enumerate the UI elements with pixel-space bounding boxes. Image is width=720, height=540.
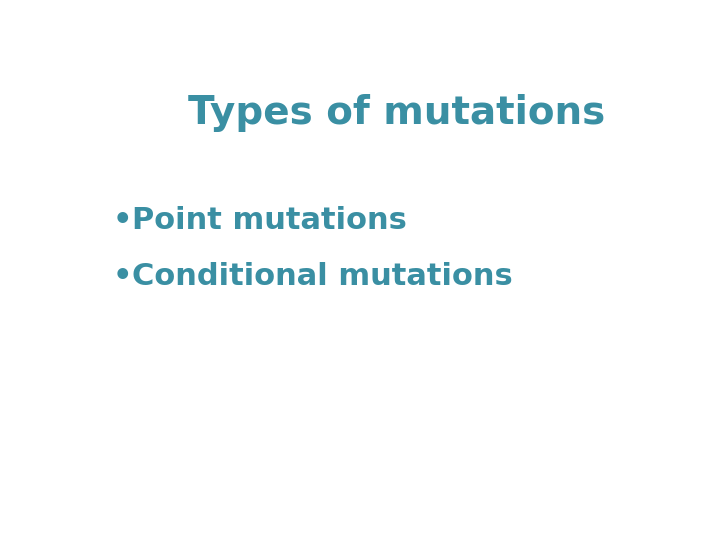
Text: •: • [112,206,132,235]
Text: Point mutations: Point mutations [132,206,407,235]
Text: Types of mutations: Types of mutations [188,94,606,132]
Text: •: • [112,262,132,291]
Text: Conditional mutations: Conditional mutations [132,262,513,291]
